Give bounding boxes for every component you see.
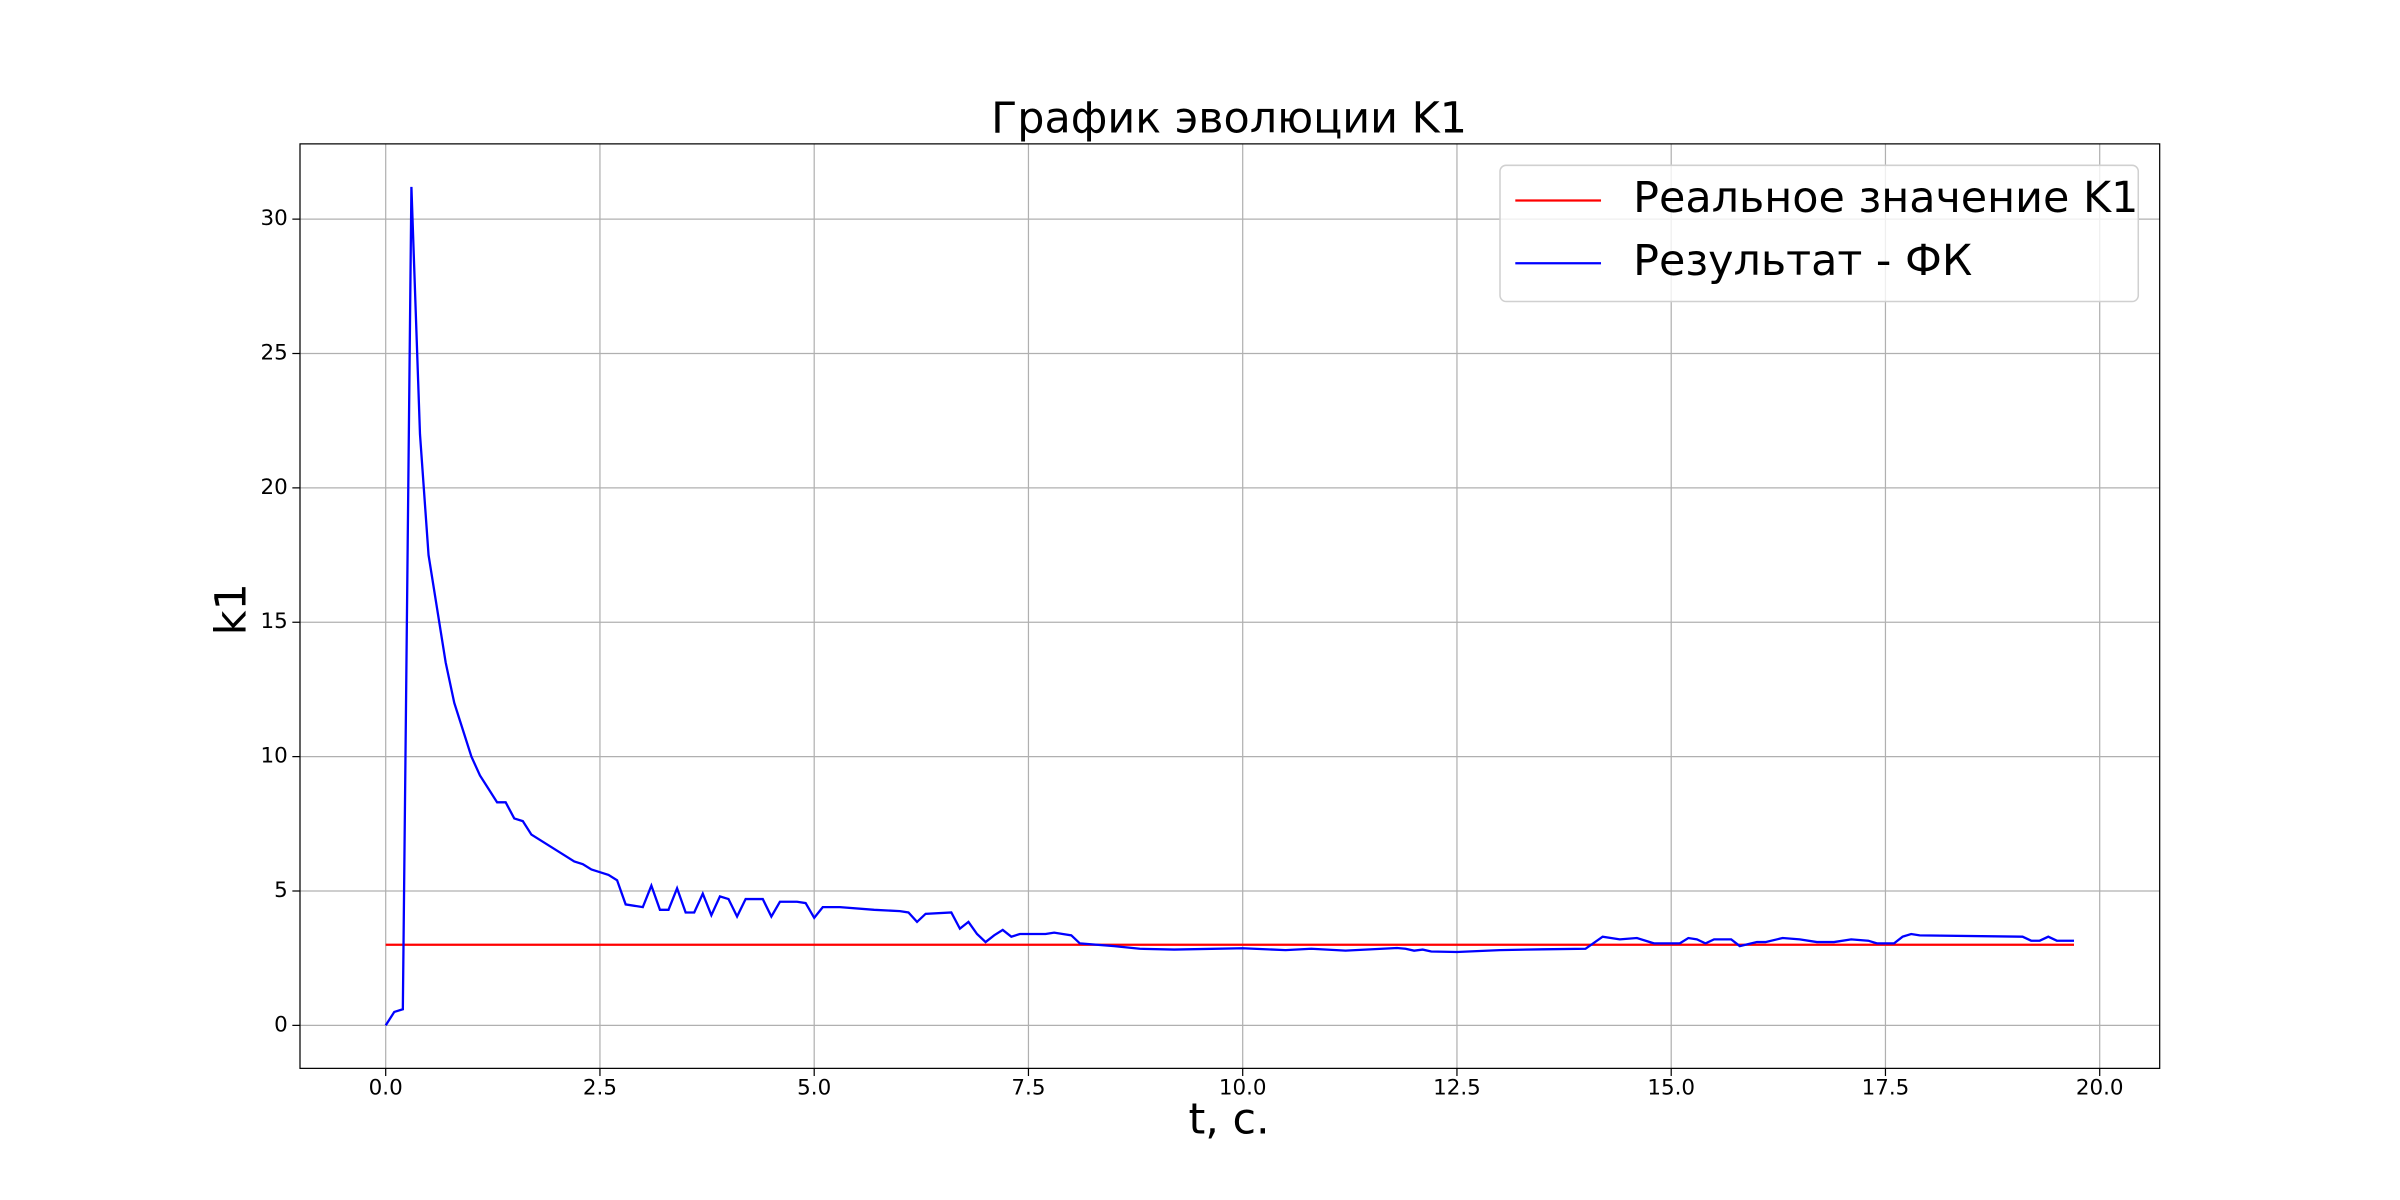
y-tick-label: 5 xyxy=(274,878,288,903)
x-tick-label: 17.5 xyxy=(1862,1075,1910,1100)
x-tick-label: 20.0 xyxy=(2076,1075,2124,1100)
y-tick-label: 25 xyxy=(261,341,288,366)
x-tick-label: 5.0 xyxy=(797,1075,831,1100)
x-tick-label: 2.5 xyxy=(583,1075,617,1100)
y-axis-label: k1 xyxy=(207,583,257,635)
x-axis-label: t, c. xyxy=(1188,1094,1269,1144)
x-tick-label: 0.0 xyxy=(369,1075,403,1100)
legend-label: Результат - ФК xyxy=(1633,236,1972,286)
legend-box xyxy=(1499,164,2140,303)
y-tick-label: 10 xyxy=(261,744,288,769)
data-line xyxy=(384,186,2074,1026)
x-tick-label: 7.5 xyxy=(1011,1075,1045,1100)
y-tick-label: 0 xyxy=(274,1012,288,1037)
y-tick-label: 20 xyxy=(261,475,288,500)
y-tick-label: 30 xyxy=(261,206,288,231)
y-tick-label: 15 xyxy=(261,609,288,634)
plot-frame xyxy=(299,143,2161,1069)
x-tick-label: 12.5 xyxy=(1433,1075,1481,1100)
legend-label: Реальное значение K1 xyxy=(1633,173,2138,223)
x-tick-label: 10.0 xyxy=(1219,1075,1267,1100)
chart-title: График эволюции K1 xyxy=(991,93,1467,143)
x-tick-label: 15.0 xyxy=(1647,1075,1695,1100)
